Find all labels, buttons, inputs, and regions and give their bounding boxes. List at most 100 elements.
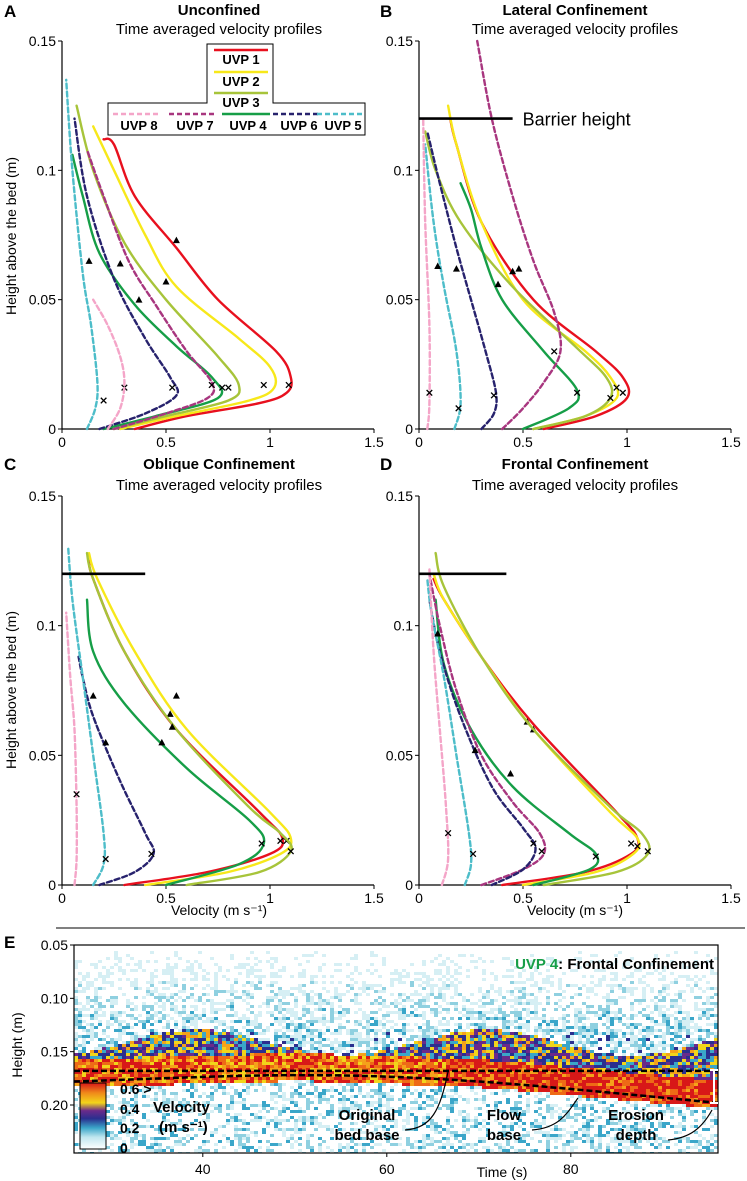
heatmap-cell (542, 1038, 546, 1041)
heatmap-cell (294, 1122, 298, 1125)
heatmap-cell (366, 1017, 370, 1020)
heatmap-cell (350, 1107, 354, 1110)
heatmap-cell (582, 1107, 586, 1110)
heatmap-cell (114, 1068, 118, 1071)
heatmap-cell (210, 1038, 214, 1041)
heatmap-cell (534, 1086, 538, 1089)
heatmap-cell (166, 1023, 170, 1026)
heatmap-cell (158, 1143, 162, 1146)
heatmap-cell (214, 987, 218, 990)
heatmap-cell (550, 1107, 554, 1110)
panel-c-title: Oblique Confinement (143, 456, 295, 473)
heatmap-cell (350, 1116, 354, 1119)
heatmap-cell (342, 1068, 346, 1071)
heatmap-cell (442, 1008, 446, 1011)
heatmap-cell (534, 1122, 538, 1125)
heatmap-cell (262, 1062, 266, 1065)
heatmap-cell (338, 1122, 342, 1125)
heatmap-cell (154, 1095, 158, 1098)
heatmap-cell (114, 1095, 118, 1098)
heatmap-cell (406, 1083, 410, 1086)
heatmap-cell (82, 1056, 86, 1059)
heatmap-cell (290, 1062, 294, 1065)
heatmap-cell (118, 1077, 122, 1080)
heatmap-cell (446, 969, 450, 972)
heatmap-cell (226, 1047, 230, 1050)
heatmap-cell (298, 1068, 302, 1071)
heatmap-cell (510, 993, 514, 996)
heatmap-cell (550, 975, 554, 978)
heatmap-cell (402, 1011, 406, 1014)
heatmap-cell (194, 1035, 198, 1038)
heatmap-cell (406, 1086, 410, 1089)
heatmap-cell (290, 1044, 294, 1047)
heatmap-cell (338, 1032, 342, 1035)
heatmap-cell (250, 1113, 254, 1116)
heatmap-cell (514, 996, 518, 999)
heatmap-cell (342, 1080, 346, 1083)
heatmap-cell (162, 981, 166, 984)
heatmap-cell (430, 984, 434, 987)
heatmap-cell (270, 972, 274, 975)
heatmap-cell (246, 1077, 250, 1080)
heatmap-cell (558, 1077, 562, 1080)
heatmap-cell (358, 1137, 362, 1140)
heatmap-cell (586, 1095, 590, 1098)
heatmap-cell (494, 1080, 498, 1083)
heatmap-cell (518, 987, 522, 990)
heatmap-cell (358, 1038, 362, 1041)
heatmap-cell (458, 1053, 462, 1056)
heatmap-cell (354, 1056, 358, 1059)
heatmap-cell (358, 1143, 362, 1146)
heatmap-cell (202, 1044, 206, 1047)
heatmap-cell (374, 984, 378, 987)
heatmap-cell (170, 1002, 174, 1005)
heatmap-cell (250, 1041, 254, 1044)
heatmap-cell (514, 1008, 518, 1011)
heatmap-cell (182, 1059, 186, 1062)
heatmap-cell (254, 1068, 258, 1071)
heatmap-cell (202, 1143, 206, 1146)
heatmap-cell (194, 1134, 198, 1137)
heatmap-cell (154, 1056, 158, 1059)
heatmap-cell (574, 1113, 578, 1116)
heatmap-cell (130, 1008, 134, 1011)
heatmap-cell (186, 966, 190, 969)
heatmap-cell (318, 993, 322, 996)
heatmap-cell (346, 1098, 350, 1101)
heatmap-cell (98, 1008, 102, 1011)
heatmap-cell (166, 1020, 170, 1023)
heatmap-cell (566, 1083, 570, 1086)
heatmap-cell (190, 1068, 194, 1071)
heatmap-cell (130, 1131, 134, 1134)
heatmap-cell (250, 1056, 254, 1059)
heatmap-cell (262, 1065, 266, 1068)
heatmap-cell (270, 999, 274, 1002)
heatmap-cell (390, 1107, 394, 1110)
heatmap-cell (162, 1119, 166, 1122)
heatmap-cell (310, 1149, 314, 1152)
heatmap-cell (294, 1092, 298, 1095)
heatmap-cell (454, 1149, 458, 1152)
heatmap-cell (366, 1014, 370, 1017)
heatmap-cell (414, 1053, 418, 1056)
heatmap-cell (286, 1026, 290, 1029)
heatmap-cell (482, 1020, 486, 1023)
heatmap-cell (282, 969, 286, 972)
heatmap-cell (266, 1125, 270, 1128)
heatmap-cell (454, 1002, 458, 1005)
heatmap-cell (278, 1029, 282, 1032)
heatmap-cell (94, 1077, 98, 1080)
heatmap-cell (154, 1050, 158, 1053)
heatmap-cell (286, 1065, 290, 1068)
heatmap-cell (534, 1101, 538, 1104)
heatmap-cell (418, 1038, 422, 1041)
heatmap-cell (198, 1035, 202, 1038)
heatmap-cell (274, 957, 278, 960)
heatmap-cell (102, 981, 106, 984)
heatmap-cell (174, 1008, 178, 1011)
heatmap-cell (370, 984, 374, 987)
heatmap-cell (582, 1029, 586, 1032)
heatmap-cell (150, 1080, 154, 1083)
cross-marker (444, 829, 452, 837)
